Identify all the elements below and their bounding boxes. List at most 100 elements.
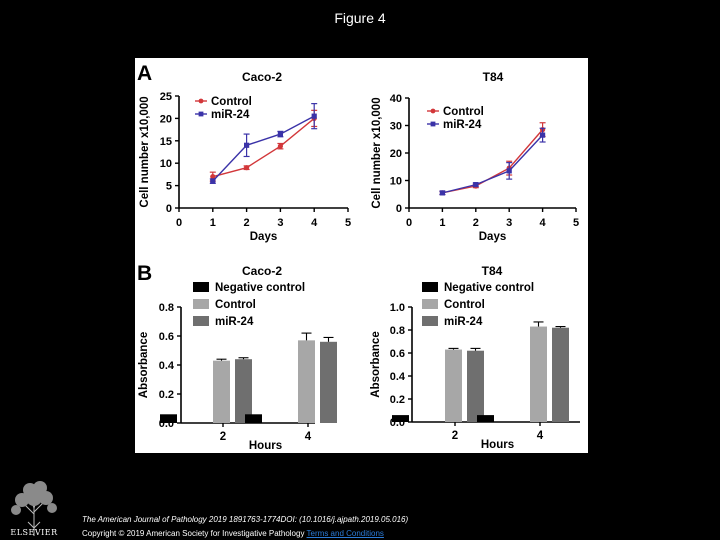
bar-2-1 (298, 340, 315, 423)
panel-label-B: B (137, 262, 152, 285)
x-tick-label-0: 3 (277, 217, 283, 229)
y-tick-label-3: 0.8 (390, 325, 405, 337)
bar-3-2 (552, 327, 569, 422)
bar-3-0 (477, 415, 494, 422)
legend-label-2-1: Control (215, 299, 256, 311)
y-tick-label-0: 5 (166, 181, 172, 193)
y-tick-label-3: 0.6 (390, 348, 405, 360)
x-tick-label-0: 4 (311, 217, 318, 229)
x-tick-label-2: 2 (220, 431, 226, 443)
bar-3-0 (392, 415, 409, 422)
panel-label-A: A (137, 62, 152, 85)
x-tick-label-1: 2 (473, 217, 479, 229)
legend-swatch-2-0 (193, 282, 209, 292)
legend-marker-0-1 (198, 111, 204, 117)
y-tick-label-2: 0.8 (159, 302, 174, 314)
legend-label-0-0: Control (211, 96, 252, 108)
y-axis-label-1: Cell number x10,000 (371, 97, 383, 208)
bar-2-1 (213, 360, 230, 423)
x-tick-label-0: 0 (176, 217, 182, 229)
legend-label-0-1: miR-24 (211, 109, 250, 121)
data-point-0-0 (210, 174, 216, 180)
series-line-1-0 (442, 129, 544, 194)
citation-text: The American Journal of Pathology 2019 1… (82, 515, 409, 524)
legend-label-1-0: Control (443, 106, 484, 118)
data-point-0-0 (277, 143, 283, 149)
publisher-name: ELSEVIER (10, 528, 58, 537)
data-point-1-1 (473, 182, 479, 188)
copyright-line: Copyright © 2019 American Society for In… (82, 529, 384, 538)
x-tick-label-0: 2 (244, 217, 250, 229)
x-axis-label-2: Hours (249, 440, 282, 452)
bar-2-2 (320, 341, 337, 423)
y-tick-label-1: 10 (390, 176, 402, 188)
y-tick-label-3: 0.4 (390, 371, 406, 383)
figure-panel: A B Caco-2 0 5 10 15 20 25 0 1 2 3 4 5 Days Cell number … (135, 58, 588, 453)
y-tick-label-2: 0.6 (159, 331, 174, 343)
series-line-0-1 (212, 115, 315, 182)
x-tick-label-0: 1 (210, 217, 216, 229)
legend-marker-1-1 (430, 121, 436, 127)
y-axis-label-0: Cell number x10,000 (139, 96, 151, 207)
data-point-1-1 (506, 168, 512, 174)
y-tick-label-1: 0 (396, 203, 402, 215)
legend-marker-0-0 (198, 98, 204, 104)
elsevier-tree-logo-icon (6, 478, 62, 538)
legend-swatch-2-2 (193, 316, 209, 326)
legend-swatch-3-0 (422, 282, 438, 292)
legend-marker-1-0 (430, 108, 436, 114)
y-tick-label-3: 0.2 (390, 394, 405, 406)
x-axis-label-0: Days (250, 231, 278, 243)
y-tick-label-1: 20 (390, 148, 402, 160)
bar-2-2 (235, 359, 252, 423)
x-tick-label-2: 4 (305, 431, 312, 443)
legend-label-1-1: miR-24 (443, 119, 482, 131)
data-point-0-1 (210, 178, 216, 184)
y-tick-label-0: 25 (160, 91, 172, 103)
chart-title-3: T84 (482, 264, 503, 278)
x-tick-label-1: 1 (439, 217, 445, 229)
data-point-0-1 (277, 131, 283, 137)
x-tick-label-3: 4 (537, 430, 544, 442)
x-tick-label-1: 4 (540, 217, 547, 229)
bar-3-1 (445, 349, 462, 422)
y-tick-label-2: 0.4 (159, 360, 175, 372)
series-line-1-1 (442, 134, 544, 194)
y-tick-label-0: 20 (160, 113, 172, 125)
x-axis-label-3: Hours (481, 439, 514, 451)
y-tick-label-0: 15 (160, 136, 172, 148)
legend-swatch-3-1 (422, 299, 438, 309)
y-tick-label-0: 0 (166, 203, 172, 215)
chart-title-0: Caco-2 (242, 70, 282, 84)
x-tick-label-0: 5 (345, 217, 351, 229)
y-tick-label-1: 40 (390, 93, 402, 105)
y-axis-label-3: Absorbance (370, 331, 382, 397)
data-point-1-1 (439, 190, 445, 196)
x-tick-label-1: 3 (506, 217, 512, 229)
data-point-1-1 (540, 132, 546, 138)
legend-label-2-0: Negative control (215, 282, 305, 294)
legend-label-3-2: miR-24 (444, 316, 483, 328)
x-tick-label-1: 5 (573, 217, 579, 229)
terms-link[interactable]: Terms and Conditions (306, 529, 384, 538)
x-axis-label-1: Days (479, 231, 507, 243)
legend-label-3-1: Control (444, 299, 485, 311)
y-tick-label-1: 30 (390, 121, 402, 133)
legend-swatch-2-1 (193, 299, 209, 309)
chart-title-1: T84 (483, 70, 504, 84)
copyright-text: Copyright © 2019 American Society for In… (82, 529, 307, 538)
chart-title-2: Caco-2 (242, 264, 282, 278)
figure-title: Figure 4 (334, 10, 386, 26)
y-tick-label-0: 10 (160, 158, 172, 170)
y-tick-label-2: 0.2 (159, 389, 174, 401)
legend-label-3-0: Negative control (444, 282, 534, 294)
y-axis-label-2: Absorbance (138, 332, 150, 398)
x-tick-label-1: 0 (406, 217, 412, 229)
data-point-0-1 (244, 142, 250, 148)
x-tick-label-3: 2 (452, 430, 458, 442)
bar-2-0 (245, 414, 262, 423)
bar-2-0 (160, 414, 177, 423)
data-point-0-0 (244, 165, 250, 171)
bar-3-2 (467, 350, 484, 422)
